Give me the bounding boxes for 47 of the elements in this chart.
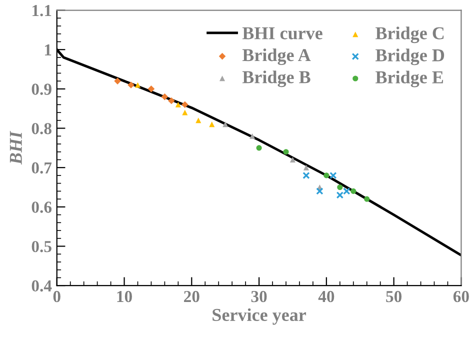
point xyxy=(250,133,256,139)
x-tick-label: 0 xyxy=(53,290,60,302)
point xyxy=(256,145,262,151)
y-tick-label: 1 xyxy=(45,44,52,56)
point xyxy=(168,97,175,104)
x-tick-label: 40 xyxy=(318,290,334,302)
x-tick-label: 20 xyxy=(184,290,200,302)
point xyxy=(324,172,330,178)
y-tick-label: 0.6 xyxy=(32,202,52,213)
point xyxy=(336,192,344,199)
point xyxy=(343,188,350,195)
point xyxy=(290,156,296,162)
point xyxy=(316,188,324,195)
y-tick-label: 0.8 xyxy=(32,122,52,134)
point xyxy=(222,122,228,128)
y-tick-label: 0.4 xyxy=(32,280,52,292)
point xyxy=(350,188,356,194)
y-tick-label: 1.1 xyxy=(32,5,52,16)
point xyxy=(337,184,343,190)
point xyxy=(161,93,168,100)
point xyxy=(148,86,155,92)
point xyxy=(182,101,188,108)
x-tick-label: 50 xyxy=(386,290,402,302)
x-tick-label: 30 xyxy=(251,290,267,302)
legend-label: BHI curve xyxy=(242,27,322,40)
x-axis-title: Service year xyxy=(212,308,306,325)
legend-label: Bridge A xyxy=(242,48,311,66)
y-tick-label: 0.5 xyxy=(32,240,52,252)
x-tick-label: 60 xyxy=(453,290,469,302)
point xyxy=(330,172,337,180)
y-tick-label: 0.7 xyxy=(32,162,52,174)
point xyxy=(182,110,188,116)
point xyxy=(364,196,370,202)
y-tick-label: 0.9 xyxy=(32,84,52,95)
y-axis-title: BHI xyxy=(10,130,22,165)
point xyxy=(303,164,309,170)
legend-label: Bridge B xyxy=(242,70,310,88)
point xyxy=(175,102,181,108)
point xyxy=(128,82,134,88)
point xyxy=(134,82,141,88)
point xyxy=(114,78,121,84)
legend-label: Bridge E xyxy=(376,70,444,88)
legend-label: Bridge C xyxy=(376,26,444,44)
x-tick-label: 10 xyxy=(117,290,132,302)
point xyxy=(283,149,289,155)
point xyxy=(302,172,310,180)
legend-label: Bridge D xyxy=(376,48,444,66)
